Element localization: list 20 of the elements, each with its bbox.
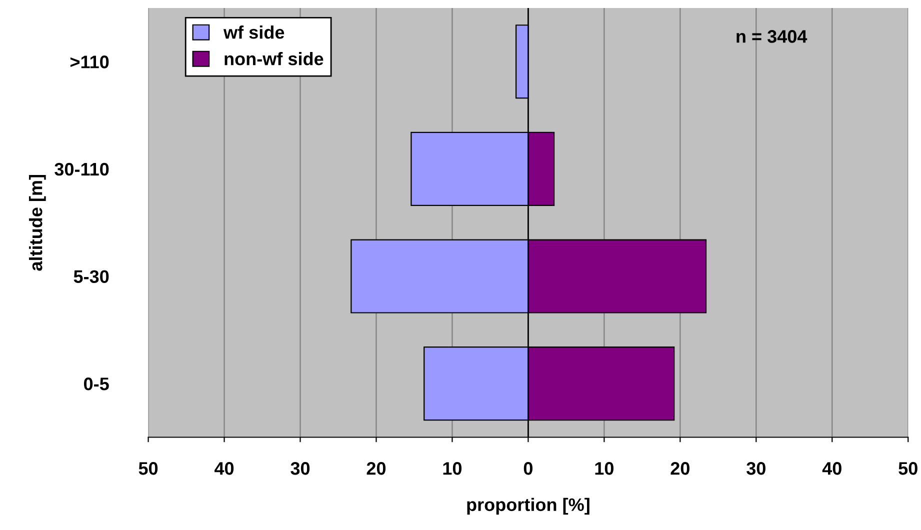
legend-label: non-wf side xyxy=(224,52,324,66)
x-tick-label: 50 xyxy=(138,462,158,475)
y-tick-label: 5-30 xyxy=(74,270,109,284)
x-tick-label: 40 xyxy=(214,462,234,475)
x-axis-title: proportion [%] xyxy=(467,498,590,515)
y-tick-label: 0-5 xyxy=(84,378,109,390)
x-tick-label: 30 xyxy=(746,462,766,475)
x-tick-label: 30 xyxy=(290,462,310,475)
legend-label: wf side xyxy=(223,26,284,39)
annotation: n = 3404 xyxy=(736,30,808,43)
x-tick-label: 10 xyxy=(443,462,462,475)
x-tick-label: 40 xyxy=(822,462,842,475)
y-axis-title: altitude [m] xyxy=(29,174,46,271)
x-tick-label: 20 xyxy=(670,462,690,475)
x-tick-label: 50 xyxy=(898,462,918,475)
x-tick-label: 10 xyxy=(595,462,614,475)
y-tick-label: 30-110 xyxy=(54,162,109,176)
x-tick-label: 0 xyxy=(524,462,532,475)
x-tick-label: 20 xyxy=(366,462,386,475)
y-tick-label: >110 xyxy=(70,56,109,68)
